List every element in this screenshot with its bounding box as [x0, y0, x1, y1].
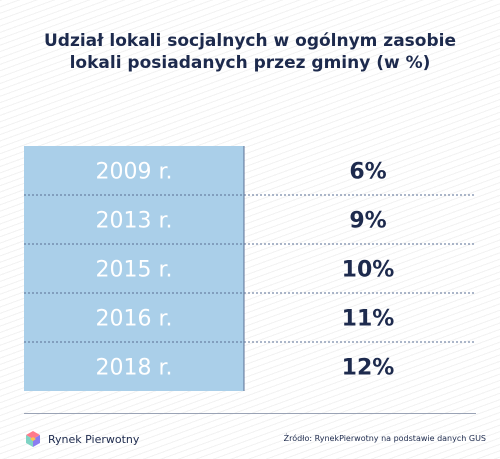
rynek-pierwotny-logo-icon — [26, 431, 40, 447]
row-value: 11% — [342, 307, 395, 332]
row-label: 2013 r. — [96, 209, 173, 234]
row-label: 2015 r. — [96, 258, 173, 283]
row-value: 6% — [349, 160, 386, 185]
row-label: 2009 r. — [96, 160, 173, 185]
row-value: 9% — [349, 209, 386, 234]
row-value: 12% — [342, 356, 395, 381]
brand-name: Rynek Pierwotny — [48, 432, 140, 446]
chart-title-line-1: Udział lokali socjalnych w ogólnym zasob… — [43, 31, 457, 51]
row-value: 10% — [342, 258, 395, 283]
brand: Rynek Pierwotny — [24, 430, 139, 448]
chart-title-line-2: lokali posiadanych przez gminy (w %) — [69, 53, 431, 73]
footer-divider — [24, 413, 476, 414]
row-label: 2018 r. — [96, 356, 173, 381]
label-column-background — [24, 146, 244, 391]
source-note: Źródło: RynekPierwotny na podstawie dany… — [283, 434, 486, 443]
row-label: 2016 r. — [96, 307, 173, 332]
chart-title: Udział lokali socjalnych w ogólnym zasob… — [0, 30, 500, 74]
